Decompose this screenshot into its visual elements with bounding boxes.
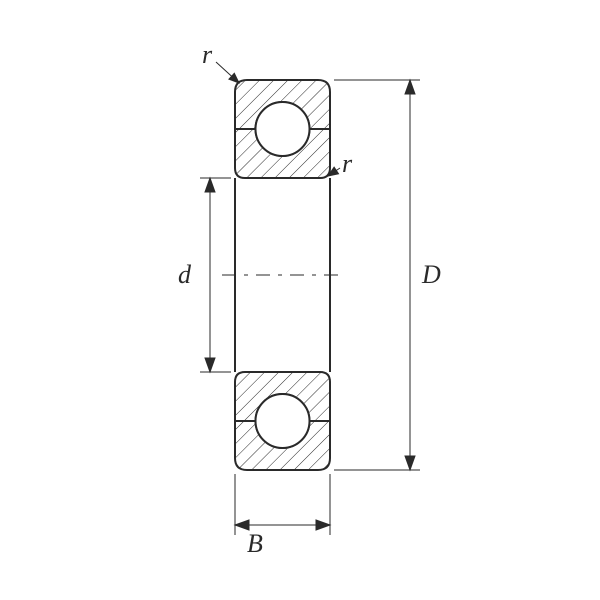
bearing-cross-section-diagram: D d B r r [0, 0, 600, 600]
ball [256, 102, 310, 156]
ball [256, 394, 310, 448]
dimension-label-B: B [247, 529, 263, 558]
hatched-sections [0, 0, 600, 600]
dimension-label-r-outer: r [202, 40, 213, 69]
dimension-label-D: D [421, 260, 441, 289]
dimension-label-d: d [178, 260, 192, 289]
dimension-label-r-inner: r [342, 149, 353, 178]
diagram-stage: D d B r r [0, 0, 600, 600]
